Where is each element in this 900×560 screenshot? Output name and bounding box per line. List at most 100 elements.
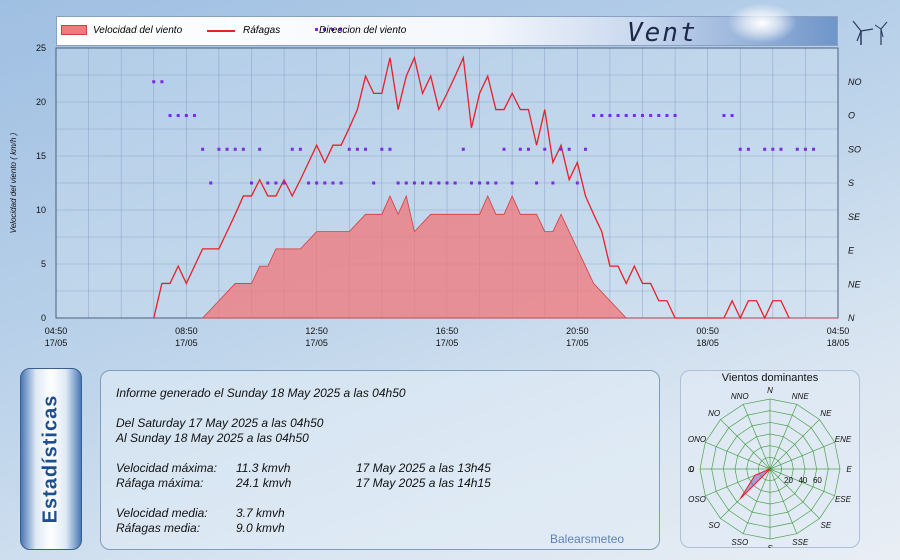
direction-point bbox=[298, 147, 302, 151]
direction-point bbox=[494, 181, 498, 185]
legend-direction-swatch bbox=[315, 28, 345, 32]
direction-point bbox=[307, 181, 311, 185]
direction-point bbox=[526, 147, 530, 151]
x-tick-date: 18/05 bbox=[696, 338, 719, 348]
direction-tick-label: E bbox=[848, 246, 855, 256]
period-from: Del Saturday 17 May 2025 a las 04h50 bbox=[116, 416, 324, 430]
statistics-tab[interactable]: Estadísticas bbox=[20, 368, 82, 550]
x-tick-time: 04:50 bbox=[45, 326, 68, 336]
x-tick-time: 04:50 bbox=[827, 326, 850, 336]
direction-point bbox=[600, 114, 604, 117]
direction-point bbox=[217, 147, 221, 151]
direction-point bbox=[763, 147, 767, 151]
direction-point bbox=[168, 114, 172, 117]
stat-label: Ráfaga máxima: bbox=[116, 476, 204, 490]
sun-glow bbox=[727, 3, 797, 43]
direction-point bbox=[510, 181, 514, 185]
wind-rose-title: Vientos dominantes bbox=[721, 372, 819, 384]
direction-point bbox=[396, 181, 400, 185]
direction-point bbox=[535, 181, 539, 185]
period-to: Al Sunday 18 May 2025 a las 04h50 bbox=[116, 431, 309, 445]
direction-point bbox=[543, 147, 547, 151]
direction-point bbox=[632, 114, 636, 117]
direction-point bbox=[575, 181, 579, 185]
direction-point bbox=[290, 147, 294, 151]
direction-point bbox=[266, 181, 270, 185]
y-tick-label: 10 bbox=[36, 205, 46, 215]
rose-spoke bbox=[769, 419, 820, 470]
rose-spoke bbox=[769, 468, 835, 497]
direction-point bbox=[184, 114, 188, 117]
direction-point bbox=[649, 114, 653, 117]
direction-point bbox=[657, 114, 661, 117]
direction-point bbox=[641, 114, 644, 117]
direction-point bbox=[738, 147, 742, 151]
direction-point bbox=[608, 114, 612, 117]
chart-legend: Velocidad del viento Ráfagas Direccion d… bbox=[56, 3, 888, 48]
direction-tick-label: NO bbox=[848, 77, 862, 87]
rose-direction-label: NNO bbox=[731, 392, 749, 401]
direction-point bbox=[372, 181, 376, 185]
rose-spoke bbox=[742, 404, 771, 470]
direction-point bbox=[795, 147, 799, 151]
direction-point bbox=[421, 181, 425, 185]
direction-point bbox=[241, 147, 245, 151]
direction-point bbox=[437, 181, 441, 185]
series-wind-speed-area bbox=[201, 194, 838, 319]
direction-point bbox=[559, 147, 563, 151]
direction-point bbox=[616, 114, 620, 117]
direction-point bbox=[583, 147, 587, 151]
rose-tick-label: 20 bbox=[784, 476, 793, 485]
direction-point bbox=[347, 147, 351, 151]
rose-spoke bbox=[742, 468, 771, 534]
statistics-panel bbox=[100, 370, 660, 550]
direction-point bbox=[779, 147, 783, 151]
wind-turbine-icon bbox=[852, 20, 888, 45]
rose-direction-label: S bbox=[767, 544, 773, 548]
direction-point bbox=[364, 147, 368, 151]
rose-tick-label: 40 bbox=[798, 476, 807, 485]
x-tick-date: 18/05 bbox=[827, 338, 850, 348]
stat-value: 3.7 kmvh bbox=[236, 506, 285, 520]
y-tick-label: 15 bbox=[36, 151, 46, 161]
direction-point bbox=[258, 147, 262, 151]
x-tick-time: 20:50 bbox=[566, 326, 589, 336]
direction-point bbox=[771, 147, 775, 151]
series-gust-line bbox=[153, 55, 790, 320]
rose-spoke bbox=[769, 468, 820, 519]
rose-direction-label: E bbox=[846, 465, 852, 474]
direction-point bbox=[404, 181, 408, 185]
direction-tick-label: SO bbox=[848, 144, 861, 154]
rose-direction-label: O bbox=[688, 465, 694, 474]
y-tick-label: 25 bbox=[36, 43, 46, 53]
direction-point bbox=[429, 181, 433, 185]
direction-point bbox=[160, 80, 164, 84]
rose-data-area bbox=[739, 468, 771, 500]
direction-tick-label: N bbox=[848, 313, 855, 323]
rose-direction-label: ENE bbox=[835, 435, 852, 444]
x-tick-time: 00:50 bbox=[696, 326, 719, 336]
direction-point bbox=[250, 181, 253, 185]
direction-point bbox=[209, 181, 213, 185]
direction-point bbox=[551, 181, 555, 185]
direction-point bbox=[201, 147, 205, 151]
rose-direction-label: NE bbox=[820, 409, 832, 418]
direction-point bbox=[388, 147, 392, 151]
rose-spoke bbox=[769, 441, 835, 470]
stat-value: 9.0 kmvh bbox=[236, 521, 285, 535]
page-title: Vent bbox=[627, 18, 698, 48]
direction-point bbox=[355, 147, 359, 151]
y-tick-label: 5 bbox=[41, 259, 46, 269]
direction-tick-label: SE bbox=[848, 212, 861, 222]
direction-point bbox=[673, 114, 677, 117]
y-axis-label: Velocidad del viento ( km/h ) bbox=[9, 132, 18, 233]
x-tick-time: 12:50 bbox=[305, 326, 328, 336]
wind-rose: N NNE NE ENE E ESE SE SSE S SSO SO OSO O ONO NO NNO 20 40… bbox=[688, 386, 852, 548]
legend-direction-label: Direccion del viento bbox=[319, 25, 407, 36]
direction-point bbox=[502, 147, 506, 151]
rose-spoke bbox=[769, 404, 798, 470]
x-tick-time: 08:50 bbox=[175, 326, 198, 336]
direction-point bbox=[746, 147, 750, 151]
direction-point bbox=[624, 114, 628, 117]
stat-value: 24.1 kmvh bbox=[236, 476, 292, 490]
